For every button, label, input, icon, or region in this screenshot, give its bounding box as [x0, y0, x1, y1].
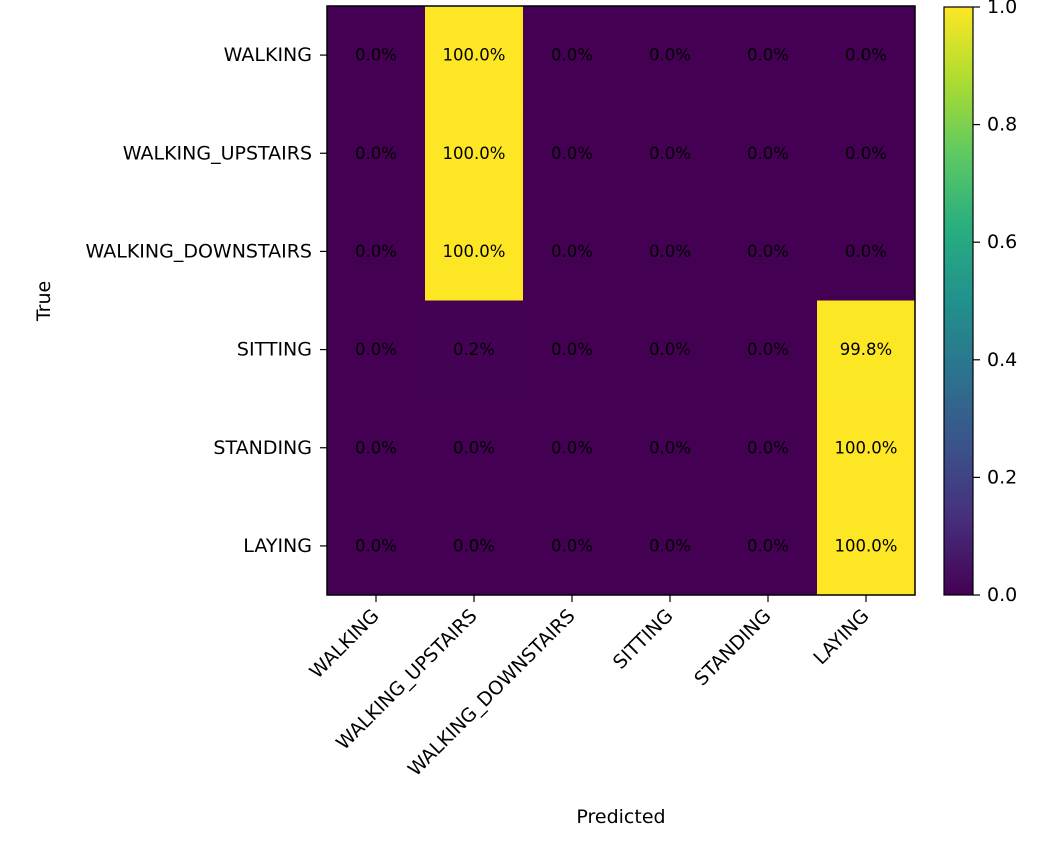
cell-value-label: 0.0%	[355, 438, 397, 457]
cell-value-label: 0.0%	[649, 242, 691, 261]
cell-value-label: 0.0%	[649, 46, 691, 65]
heatmap-cell	[425, 104, 524, 203]
heatmap-cell	[425, 6, 524, 105]
heatmap-cell	[425, 398, 524, 498]
cell-value-label: 0.0%	[551, 536, 593, 555]
cell-value-label: 100.0%	[443, 242, 506, 261]
colorbar-tick-label: 0.8	[987, 114, 1017, 136]
cell-value-label: 0.2%	[453, 340, 495, 359]
heatmap-cell	[523, 496, 622, 596]
cell-value-label: 0.0%	[551, 242, 593, 261]
cell-value-label: 0.0%	[649, 536, 691, 555]
heatmap-cell	[621, 6, 720, 105]
x-tick-label: WALKING_DOWNSTAIRS	[404, 605, 580, 781]
heatmap-cell	[817, 104, 916, 203]
cell-value-label: 100.0%	[835, 438, 898, 457]
cell-value-label: 0.0%	[845, 242, 887, 261]
x-axis-label: Predicted	[576, 806, 665, 828]
heatmap-cell	[719, 496, 818, 596]
heatmap-cell	[327, 104, 426, 203]
cell-value-label: 0.0%	[649, 438, 691, 457]
heatmap-cell	[817, 496, 916, 596]
cell-value-label: 0.0%	[551, 438, 593, 457]
cell-value-label: 0.0%	[845, 46, 887, 65]
heatmap-cell	[523, 398, 622, 498]
heatmap-cell	[817, 6, 916, 105]
heatmap-cell	[523, 104, 622, 203]
colorbar	[943, 6, 974, 596]
x-tick-label: STANDING	[690, 605, 775, 690]
cell-value-label: 0.0%	[747, 242, 789, 261]
y-axis-label: True	[33, 281, 55, 322]
cell-value-label: 0.0%	[747, 340, 789, 359]
y-tick-label: WALKING_UPSTAIRS	[123, 142, 312, 164]
heatmap-cell	[425, 300, 524, 400]
cell-value-label: 0.0%	[747, 438, 789, 457]
heatmap-cell	[817, 202, 916, 301]
x-tick-label: WALKING	[306, 605, 384, 683]
cell-value-label: 100.0%	[443, 46, 506, 65]
cell-value-label: 0.0%	[747, 144, 789, 163]
heatmap-cell	[719, 104, 818, 203]
cell-value-label: 0.0%	[551, 340, 593, 359]
heatmap-cell	[817, 398, 916, 498]
heatmap-cell	[621, 398, 720, 498]
y-tick-label: WALKING_DOWNSTAIRS	[86, 240, 312, 262]
cell-value-label: 0.0%	[747, 46, 789, 65]
cell-value-label: 0.0%	[355, 144, 397, 163]
y-tick-label: LAYING	[243, 535, 312, 557]
heatmap-cell	[523, 6, 622, 105]
heatmap-cell	[719, 202, 818, 301]
colorbar-tick-label: 0.6	[987, 231, 1017, 253]
y-tick-label: STANDING	[213, 437, 312, 459]
cell-value-label: 0.0%	[453, 438, 495, 457]
heatmap-cell	[621, 202, 720, 301]
heatmap-cell	[425, 202, 524, 301]
cell-value-label: 0.0%	[649, 144, 691, 163]
x-axis-ticks: WALKINGWALKING_UPSTAIRSWALKING_DOWNSTAIR…	[306, 595, 874, 781]
heatmap-cell	[327, 300, 426, 400]
y-tick-label: WALKING	[224, 44, 312, 66]
heatmap-cells	[327, 6, 916, 596]
heatmap-cell	[719, 398, 818, 498]
heatmap-cell	[719, 300, 818, 400]
cell-value-label: 99.8%	[840, 340, 892, 359]
heatmap-cell	[425, 496, 524, 596]
heatmap-cell	[523, 202, 622, 301]
heatmap-cell	[817, 300, 916, 400]
y-axis-ticks: WALKING WALKING_UPSTAIRS WALKING_DOWNSTAIR…	[86, 44, 327, 557]
cell-value-label: 100.0%	[443, 144, 506, 163]
x-tick-label: LAYING	[809, 605, 873, 669]
y-tick-label: SITTING	[237, 339, 312, 361]
colorbar-tick-label: 0.4	[987, 349, 1017, 371]
cell-value-label: 0.0%	[355, 536, 397, 555]
cell-value-label: 0.0%	[355, 46, 397, 65]
colorbar-tick-label: 1.0	[987, 0, 1017, 18]
cell-value-label: 0.0%	[355, 242, 397, 261]
cell-value-label: 0.0%	[551, 46, 593, 65]
colorbar-tick-label: 0.0	[987, 584, 1017, 606]
colorbar-ticks: 0.0 0.2 0.4 0.6 0.8 1.0	[973, 0, 1017, 606]
heatmap-cell	[523, 300, 622, 400]
cell-value-label: 0.0%	[551, 144, 593, 163]
x-tick-label: SITTING	[609, 605, 678, 674]
colorbar-tick-label: 0.2	[987, 466, 1017, 488]
heatmap-cell	[327, 398, 426, 498]
heatmap-cell	[621, 104, 720, 203]
cell-value-label: 0.0%	[649, 340, 691, 359]
cell-value-label: 0.0%	[845, 144, 887, 163]
heatmap-cell	[621, 496, 720, 596]
heatmap-cell	[621, 300, 720, 400]
plot-frame	[326, 5, 916, 596]
cell-value-label: 0.0%	[355, 340, 397, 359]
heatmap-cell	[327, 496, 426, 596]
heatmap-cell	[327, 202, 426, 301]
cell-value-label: 0.0%	[747, 536, 789, 555]
cell-value-label: 0.0%	[453, 536, 495, 555]
heatmap-cell	[327, 6, 426, 105]
cell-value-label: 100.0%	[835, 536, 898, 555]
heatmap-cell	[719, 6, 818, 105]
cell-labels: 0.0% 100.0% 0.0% 0.0% 0.0% 0.0% 0.0% 100.0% 0.0%…	[355, 46, 897, 556]
